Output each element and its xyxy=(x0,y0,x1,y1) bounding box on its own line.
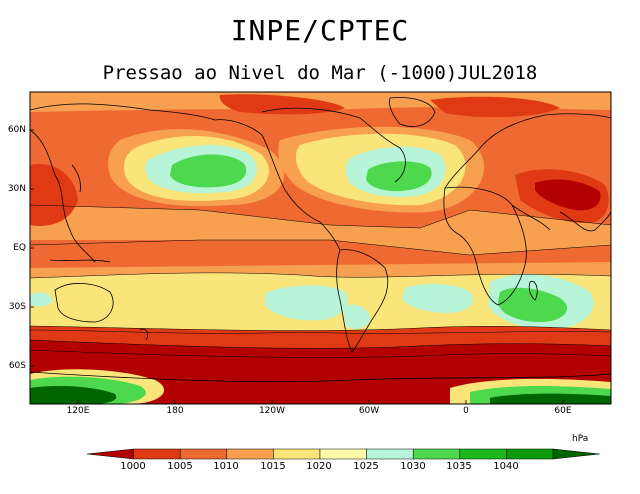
lat-label-30s: 30S xyxy=(8,302,26,312)
colorbar-swatch xyxy=(133,448,181,460)
antarctic-high-west-3 xyxy=(30,386,117,404)
colorbar-swatch xyxy=(412,448,461,460)
lat-label-30n: 30N xyxy=(7,184,26,194)
org-title: INPE/CPTEC xyxy=(230,14,410,47)
colorbar-swatch xyxy=(273,448,321,460)
colorbar-swatch xyxy=(506,448,554,460)
low-1000-asia xyxy=(535,179,601,211)
low-1005-arctic-east xyxy=(430,96,560,118)
colorbar xyxy=(86,448,600,460)
colorbar-label-1015: 1015 xyxy=(260,461,286,472)
band-1015-tropics xyxy=(30,205,611,255)
low-1005-easia xyxy=(30,164,78,226)
colorbar-swatch xyxy=(226,448,274,460)
colorbar-unit: hPa xyxy=(572,434,589,444)
isobars xyxy=(30,204,611,358)
lon-label-180: 180 xyxy=(166,406,184,416)
low-1005-arctic xyxy=(219,94,345,115)
colorbar-label-1040: 1040 xyxy=(493,461,519,472)
colorbar-label-1030: 1030 xyxy=(400,461,426,472)
core-1030-natl xyxy=(366,161,432,192)
lat-label-60s: 60S xyxy=(8,361,26,371)
lon-label-120w: 120W xyxy=(258,406,286,416)
colorbar-swatch xyxy=(459,448,507,460)
colorbar-swatch xyxy=(179,448,228,460)
lat-label-60n: 60N xyxy=(7,125,26,135)
lon-label-60w: 60W xyxy=(358,406,380,416)
coastlines xyxy=(30,97,611,383)
colorbar-swatch-above xyxy=(552,448,600,460)
band-1025-samer xyxy=(343,304,371,329)
pressure-field xyxy=(30,92,611,404)
axis-ticks xyxy=(30,129,564,404)
lon-label-0: 0 xyxy=(463,406,469,416)
colorbar-label-1005: 1005 xyxy=(167,461,193,472)
band-1025-satl xyxy=(402,283,474,313)
colorbar-swatch xyxy=(366,448,414,460)
colorbar-label-1000: 1000 xyxy=(120,461,146,472)
colorbar-label-1020: 1020 xyxy=(306,461,332,472)
map-title: Pressao ao Nivel do Mar (-1000)JUL2018 xyxy=(102,62,538,84)
lon-label-60e: 60E xyxy=(554,406,572,416)
lon-label-120e: 120E xyxy=(66,406,90,416)
colorbar-swatch-below xyxy=(86,448,134,460)
colorbar-label-1010: 1010 xyxy=(213,461,239,472)
colorbar-swatch xyxy=(319,448,367,460)
core-1030-sind xyxy=(498,287,568,322)
colorbar-label-1035: 1035 xyxy=(446,461,472,472)
lat-label-eq: EQ xyxy=(13,243,26,253)
core-1030-npac xyxy=(170,154,247,188)
band-1025-west xyxy=(30,292,52,307)
colorbar-label-1025: 1025 xyxy=(353,461,379,472)
antarctic-high-east-3 xyxy=(490,393,611,404)
band-1025-spac xyxy=(265,285,348,321)
